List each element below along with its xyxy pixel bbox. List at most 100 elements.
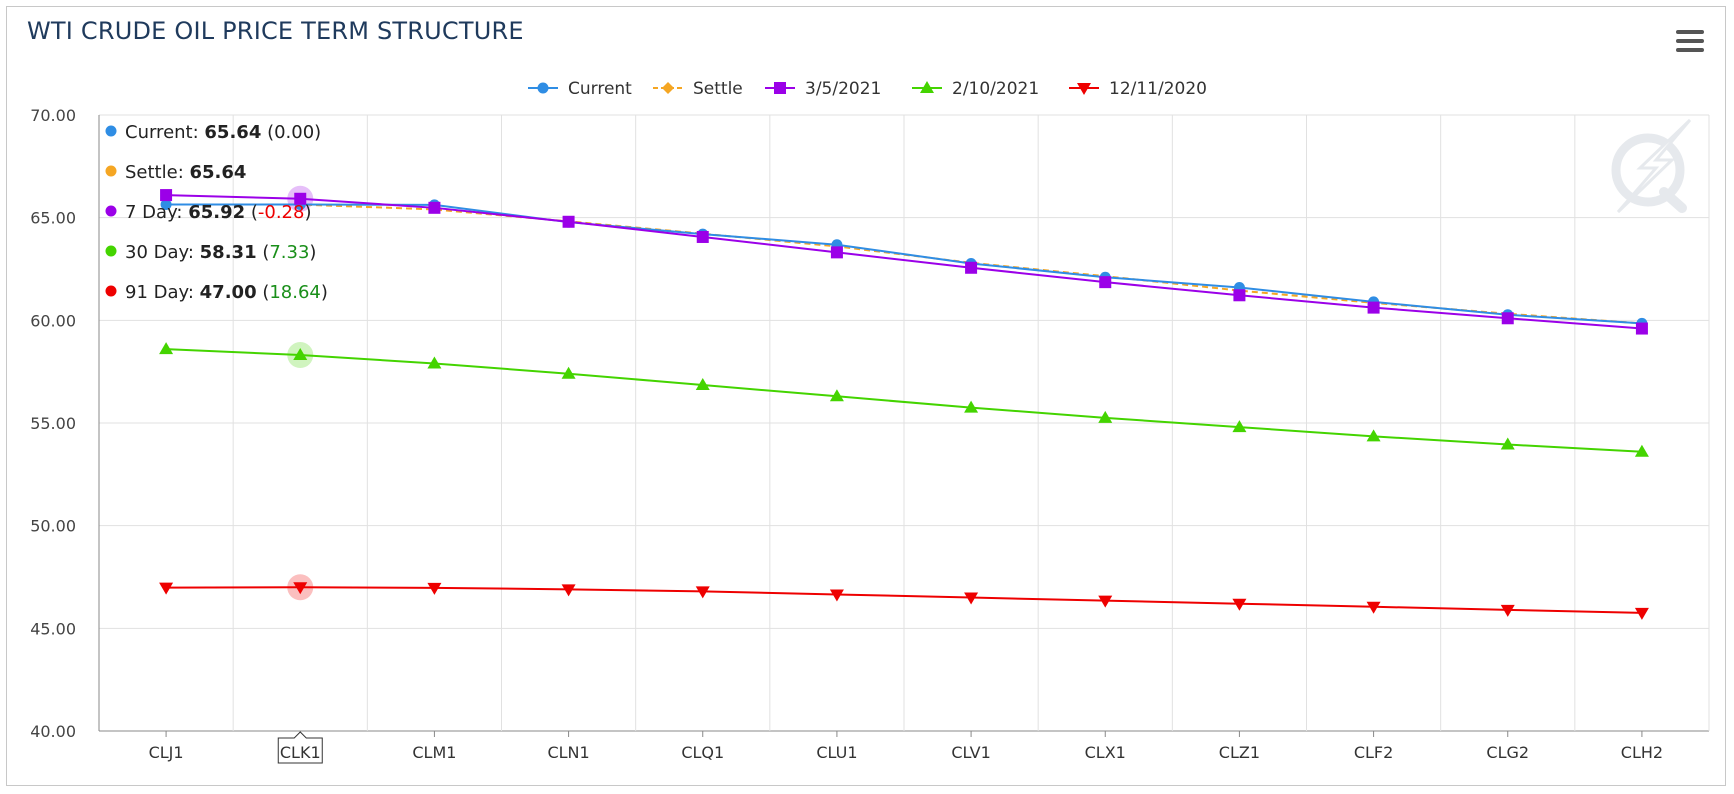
tooltip: Current: 65.64 (0.00) Settle: 65.64 7 Day:… [105, 122, 328, 303]
tooltip-bullet [105, 245, 117, 257]
data-point-clj1[interactable] [160, 189, 173, 202]
data-point-clf2[interactable] [1366, 601, 1381, 614]
series-line [166, 194, 1642, 330]
legend-marker [537, 82, 549, 94]
tooltip-row-7-day: 7 Day: 65.92 (-0.28) [105, 202, 312, 223]
legend-label: Settle [693, 79, 743, 99]
data-point-clj1[interactable] [159, 582, 174, 595]
data-point-cln1[interactable] [562, 215, 575, 228]
legend-marker [662, 82, 674, 94]
legend-item-current[interactable]: Current [528, 79, 632, 99]
axis-layer: 40.00 45.00 50.00 55.00 60.00 65.00 70.00 [30, 106, 1643, 741]
legend-marker [1077, 83, 1091, 95]
y-tick-label: 55.00 [30, 414, 76, 433]
x-axis-crosshair-label [277, 731, 323, 764]
legend-label: Current [568, 79, 632, 99]
x-tick-label-clx1: CLX1 [1085, 743, 1126, 762]
data-point-clf2[interactable] [1366, 429, 1381, 442]
data-point-clj1[interactable] [160, 199, 172, 211]
series-12-11-2020 [159, 582, 1649, 620]
series-line [166, 203, 1642, 325]
tooltip-bullet [105, 205, 117, 217]
legend: Current Settle 3/5/2021 2/10/2021 12/11/2020 [528, 79, 1207, 99]
x-tick-label-clq1: CLQ1 [681, 743, 724, 762]
lightning-q-logo-icon [1611, 118, 1692, 214]
data-point-clk1[interactable] [294, 192, 307, 205]
tooltip-row-30-day: 30 Day: 58.31 (7.33) [105, 242, 316, 263]
x-tick-label-clg2: CLG2 [1486, 743, 1529, 762]
data-point-clz1[interactable] [1232, 420, 1247, 433]
x-tick-label-clz1: CLZ1 [1219, 743, 1260, 762]
x-tick-label-clj1: CLJ1 [149, 743, 184, 762]
series-layer [159, 189, 1649, 620]
data-point-clg2[interactable] [1500, 437, 1515, 450]
legend-item-day30[interactable]: 2/10/2021 [912, 79, 1039, 99]
data-point-clq1[interactable] [695, 378, 710, 391]
legend-label: 3/5/2021 [805, 79, 881, 99]
data-point-clq1[interactable] [696, 230, 709, 243]
data-point-clx1[interactable] [1099, 276, 1112, 289]
x-tick-label-cln1: CLN1 [547, 743, 589, 762]
tooltip-text: Settle: 65.64 [125, 162, 246, 183]
data-point-clh2[interactable] [1634, 444, 1649, 457]
data-point-clh2[interactable] [1634, 607, 1649, 620]
x-tick-label-clk1: CLK1 [280, 743, 321, 762]
data-point-clu1[interactable] [829, 389, 844, 402]
data-point-clg2[interactable] [1501, 312, 1514, 325]
chart-container [6, 6, 1726, 786]
series-line [166, 586, 1642, 614]
y-tick-label: 40.00 [30, 722, 76, 741]
data-point-cln1[interactable] [561, 366, 576, 379]
tooltip-row-settle: Settle: 65.64 [105, 162, 246, 183]
legend-marker [774, 82, 786, 94]
x-tick-label-clv1: CLV1 [951, 743, 990, 762]
chart-title: WTI CRUDE OIL PRICE TERM STRUCTURE [27, 17, 524, 45]
data-point-clq1[interactable] [695, 586, 710, 599]
data-point-clx1[interactable] [1098, 595, 1113, 608]
tooltip-bullet [105, 285, 117, 297]
data-point-cln1[interactable] [561, 584, 576, 597]
data-point-clv1[interactable] [964, 592, 979, 605]
tooltip-text: 7 Day: 65.92 (-0.28) [125, 202, 312, 223]
legend-label: 2/10/2021 [952, 79, 1039, 99]
tooltip-text: Current: 65.64 (0.00) [125, 122, 321, 143]
legend-item-day7[interactable]: 3/5/2021 [765, 79, 881, 99]
legend-marker [920, 81, 934, 93]
x-tick-label-clh2: CLH2 [1621, 743, 1663, 762]
hamburger-menu-icon[interactable] [1676, 30, 1704, 52]
x-tick-label-clf2: CLF2 [1354, 743, 1393, 762]
data-point-clv1[interactable] [965, 261, 978, 274]
data-point-clj1[interactable] [159, 342, 174, 355]
data-point-clv1[interactable] [964, 400, 979, 413]
data-point-clx1[interactable] [1098, 410, 1113, 423]
data-point-clz1[interactable] [1233, 289, 1246, 302]
data-point-clk1[interactable] [293, 348, 308, 361]
tooltip-bullet [105, 165, 117, 177]
legend-item-settle[interactable]: Settle [653, 79, 743, 99]
data-point-clg2[interactable] [1500, 604, 1515, 617]
y-tick-label: 45.00 [30, 619, 76, 638]
data-point-clh2[interactable] [1635, 322, 1648, 335]
data-point-clz1[interactable] [1232, 598, 1247, 611]
data-point-clm1[interactable] [427, 582, 442, 595]
x-axis-labels: CLJ1 CLK1 CLM1 CLN1 CLQ1 CLU1 CLV1 CLX1 CLZ1 CLF2… [149, 731, 1663, 764]
legend-label: 12/11/2020 [1109, 79, 1207, 99]
tooltip-text: 30 Day: 58.31 (7.33) [125, 242, 316, 263]
x-tick-label-clm1: CLM1 [412, 743, 456, 762]
data-point-clu1[interactable] [829, 589, 844, 602]
grid-layer [98, 114, 1710, 732]
legend-item-day91[interactable]: 12/11/2020 [1069, 79, 1207, 99]
x-tick-label-clu1: CLU1 [816, 743, 857, 762]
data-point-clk1[interactable] [293, 582, 308, 595]
tooltip-row-current: Current: 65.64 (0.00) [105, 122, 321, 143]
data-point-clf2[interactable] [1367, 301, 1380, 314]
data-point-clm1[interactable] [428, 201, 441, 214]
tooltip-row-91-day: 91 Day: 47.00 (18.64) [105, 282, 328, 303]
data-point-clu1[interactable] [830, 246, 843, 259]
series-3-5-2021 [160, 189, 1648, 335]
y-tick-label: 50.00 [30, 517, 76, 536]
tooltip-text: 91 Day: 47.00 (18.64) [125, 282, 328, 303]
tooltip-bullet [105, 125, 117, 137]
data-point-clm1[interactable] [427, 356, 442, 369]
